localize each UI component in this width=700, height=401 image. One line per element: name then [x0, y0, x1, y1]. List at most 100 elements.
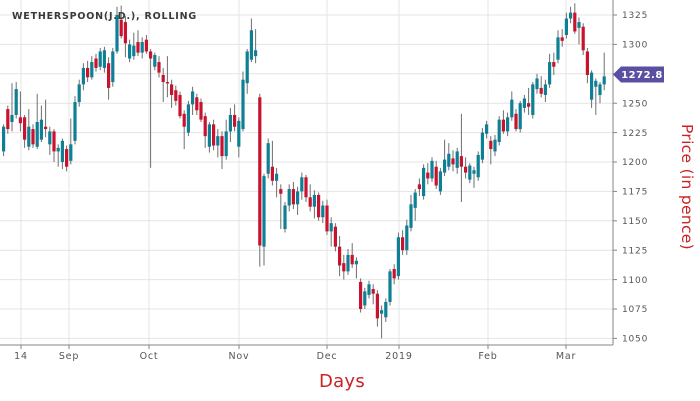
candle-body[interactable]	[300, 177, 304, 192]
candle-body[interactable]	[2, 126, 6, 152]
candle-body[interactable]	[384, 301, 388, 318]
candle-body[interactable]	[430, 160, 434, 179]
candle-body[interactable]	[144, 39, 148, 52]
candle-body[interactable]	[501, 119, 505, 132]
candle-body[interactable]	[581, 26, 585, 51]
candle-body[interactable]	[577, 22, 581, 28]
candle-body[interactable]	[140, 42, 144, 53]
candle-body[interactable]	[237, 120, 241, 147]
candle-body[interactable]	[212, 124, 216, 146]
candle-body[interactable]	[119, 19, 123, 37]
candle-body[interactable]	[518, 103, 522, 130]
candle-body[interactable]	[90, 62, 94, 78]
candle-body[interactable]	[69, 144, 73, 161]
candle-body[interactable]	[73, 102, 77, 141]
candle-body[interactable]	[191, 91, 195, 105]
candle-body[interactable]	[10, 114, 14, 123]
candle-body[interactable]	[39, 119, 43, 140]
candle-body[interactable]	[447, 153, 451, 167]
candle-body[interactable]	[48, 131, 52, 145]
candle-body[interactable]	[480, 132, 484, 160]
candle-body[interactable]	[111, 51, 115, 83]
candle-body[interactable]	[527, 103, 531, 107]
candle-body[interactable]	[23, 117, 27, 140]
candle-body[interactable]	[304, 177, 308, 198]
candle-body[interactable]	[35, 122, 39, 147]
candle-body[interactable]	[464, 166, 468, 173]
candle-body[interactable]	[6, 109, 10, 130]
candle-body[interactable]	[543, 84, 547, 95]
candle-body[interactable]	[346, 254, 350, 272]
candle-body[interactable]	[287, 189, 291, 206]
candle-body[interactable]	[195, 97, 199, 111]
candle-body[interactable]	[329, 223, 333, 232]
candle-body[interactable]	[275, 173, 279, 181]
candle-body[interactable]	[342, 263, 346, 272]
candle-body[interactable]	[333, 226, 337, 247]
candle-body[interactable]	[266, 143, 270, 174]
candle-body[interactable]	[56, 147, 60, 152]
candle-body[interactable]	[44, 126, 48, 130]
candle-body[interactable]	[228, 114, 232, 132]
candle-body[interactable]	[380, 310, 384, 314]
candle-body[interactable]	[405, 225, 409, 251]
candle-body[interactable]	[60, 140, 64, 162]
candle-body[interactable]	[98, 51, 102, 67]
candle-body[interactable]	[392, 269, 396, 279]
candle-body[interactable]	[359, 281, 363, 309]
candle-body[interactable]	[102, 50, 106, 68]
candle-body[interactable]	[283, 205, 287, 230]
candle-body[interactable]	[18, 117, 22, 124]
candle-body[interactable]	[535, 78, 539, 90]
candle-body[interactable]	[585, 51, 589, 75]
candle-body[interactable]	[132, 45, 136, 57]
candle-body[interactable]	[157, 62, 161, 73]
candle-body[interactable]	[207, 124, 211, 147]
candle-body[interactable]	[560, 37, 564, 41]
candle-body[interactable]	[241, 79, 245, 130]
candle-body[interactable]	[413, 192, 417, 208]
candle-body[interactable]	[182, 113, 186, 127]
candle-body[interactable]	[107, 63, 111, 88]
candle-body[interactable]	[510, 99, 514, 118]
candle-body[interactable]	[270, 166, 274, 181]
candle-body[interactable]	[422, 167, 426, 197]
candle-body[interactable]	[506, 117, 510, 132]
candle-body[interactable]	[388, 271, 392, 302]
candle-body[interactable]	[451, 158, 455, 165]
candle-body[interactable]	[86, 67, 90, 78]
candle-body[interactable]	[296, 191, 300, 205]
candle-body[interactable]	[594, 80, 598, 87]
candle-body[interactable]	[77, 84, 81, 103]
candle-body[interactable]	[123, 22, 127, 44]
candle-body[interactable]	[291, 189, 295, 205]
candle-body[interactable]	[468, 165, 472, 180]
candle-body[interactable]	[564, 18, 568, 35]
candle-body[interactable]	[52, 131, 56, 152]
candle-body[interactable]	[371, 289, 375, 294]
candle-body[interactable]	[149, 51, 153, 59]
candle-body[interactable]	[312, 194, 316, 207]
candle-body[interactable]	[14, 89, 18, 115]
candle-body[interactable]	[548, 62, 552, 85]
candle-body[interactable]	[216, 136, 220, 146]
candle-body[interactable]	[338, 246, 342, 266]
candle-body[interactable]	[170, 84, 174, 95]
candle-body[interactable]	[455, 151, 459, 168]
candle-body[interactable]	[245, 51, 249, 84]
candle-body[interactable]	[573, 12, 577, 32]
candle-body[interactable]	[321, 205, 325, 218]
candle-body[interactable]	[459, 156, 463, 167]
candle-body[interactable]	[136, 42, 140, 53]
candle-body[interactable]	[199, 102, 203, 120]
candle-body[interactable]	[153, 54, 157, 67]
candle-body[interactable]	[367, 284, 371, 295]
candle-body[interactable]	[434, 166, 438, 186]
candle-body[interactable]	[417, 184, 421, 190]
candle-body[interactable]	[409, 204, 413, 228]
candle-body[interactable]	[472, 170, 476, 174]
candle-body[interactable]	[27, 126, 31, 147]
candle-body[interactable]	[317, 194, 321, 218]
candle-body[interactable]	[489, 140, 493, 150]
candle-body[interactable]	[203, 116, 207, 137]
